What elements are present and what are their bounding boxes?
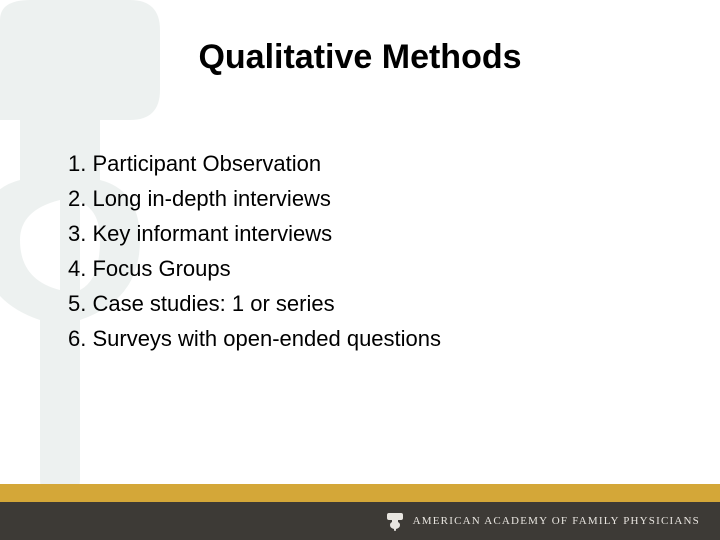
list-item: 3. Key informant interviews xyxy=(68,217,660,250)
list-item: 6. Surveys with open-ended questions xyxy=(68,322,660,355)
footer-dark-bar: AMERICAN ACADEMY OF FAMILY PHYSICIANS xyxy=(0,502,720,540)
method-list: 1. Participant Observation 2. Long in-de… xyxy=(60,147,660,355)
footer-gold-bar xyxy=(0,484,720,502)
slide-footer: AMERICAN ACADEMY OF FAMILY PHYSICIANS xyxy=(0,484,720,540)
list-item: 4. Focus Groups xyxy=(68,252,660,285)
list-item: 2. Long in-depth interviews xyxy=(68,182,660,215)
footer-logo-text: AMERICAN ACADEMY OF FAMILY PHYSICIANS xyxy=(413,515,700,527)
list-item: 5. Case studies: 1 or series xyxy=(68,287,660,320)
slide-title: Qualitative Methods xyxy=(60,38,660,77)
list-item: 1. Participant Observation xyxy=(68,147,660,180)
slide-content: Qualitative Methods 1. Participant Obser… xyxy=(0,0,720,355)
footer-logo: AMERICAN ACADEMY OF FAMILY PHYSICIANS xyxy=(385,511,700,531)
aafp-logo-icon xyxy=(385,511,405,531)
